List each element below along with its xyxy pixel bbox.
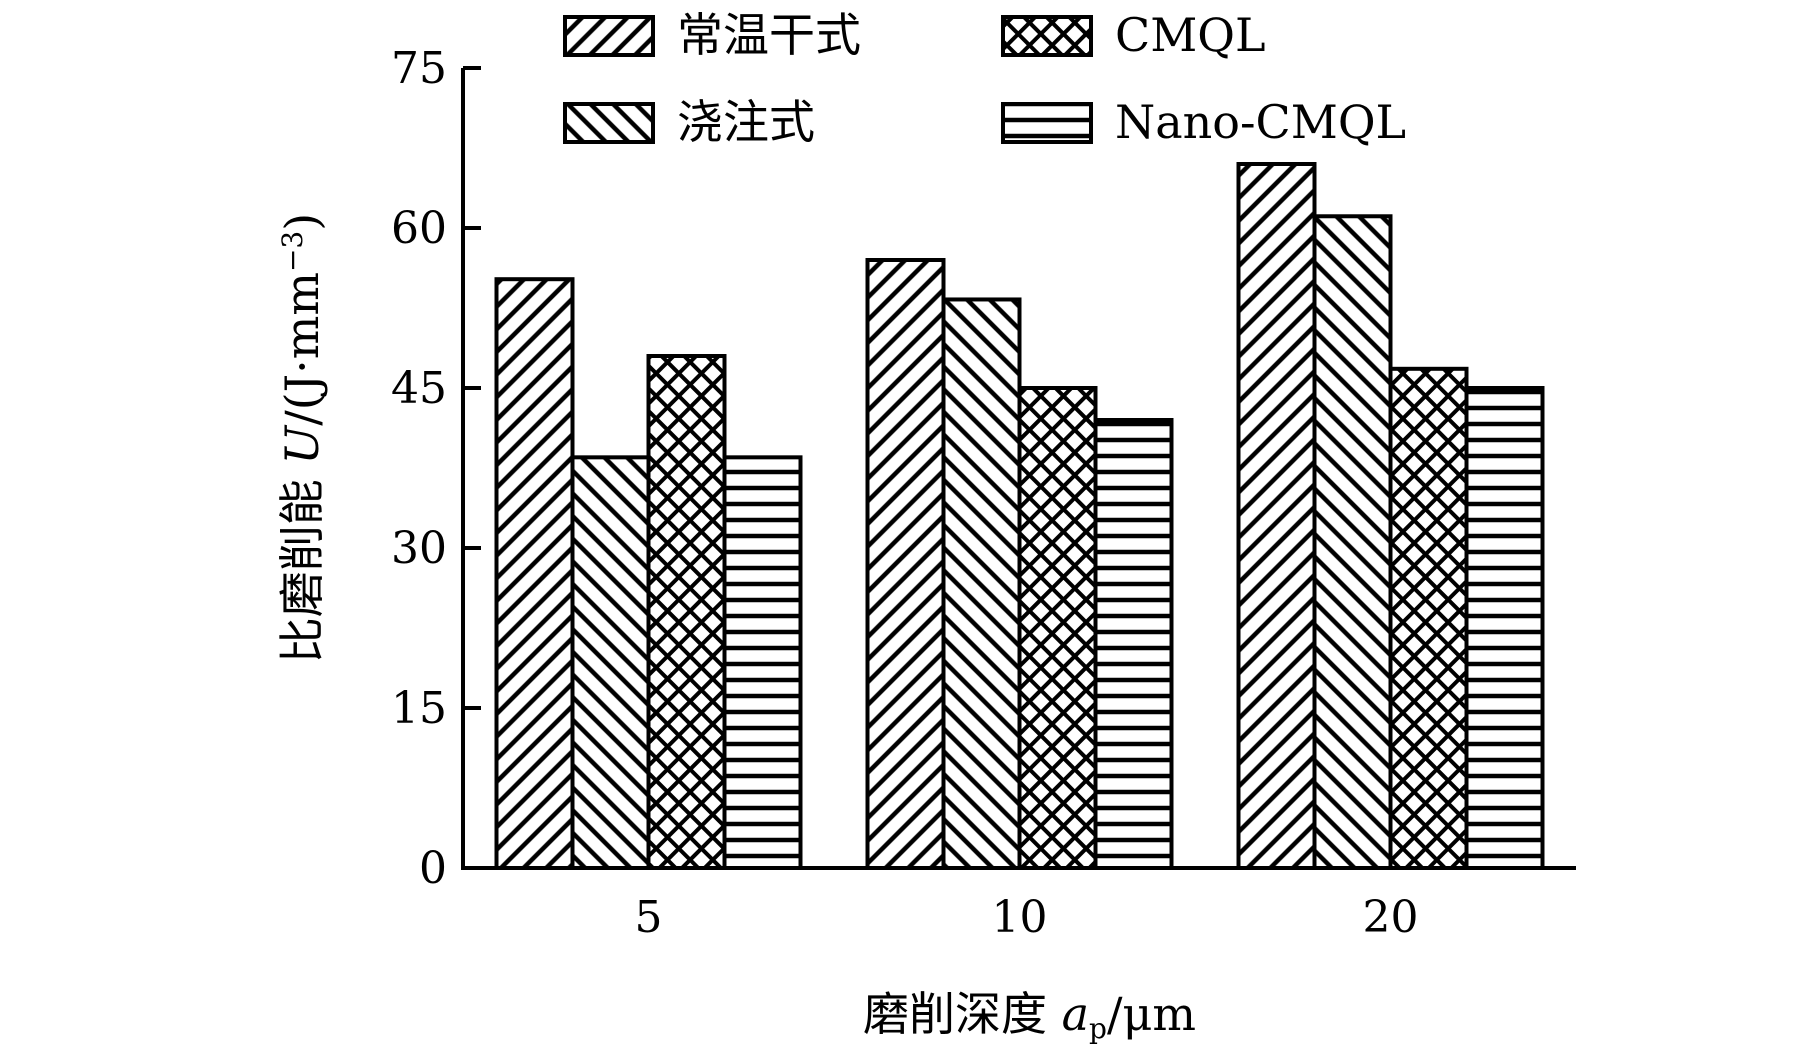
x-axis-title-var: a: [1062, 987, 1089, 1041]
bar-1-cat-5: [494, 277, 575, 870]
legend-label: 常温干式: [677, 8, 861, 62]
y-tick-label: 45: [391, 363, 447, 414]
y-axis-title-main: 比磨削能: [275, 465, 329, 664]
bar-4-cat-20: [1464, 386, 1545, 870]
y-tick-label: 15: [391, 683, 447, 734]
legend-label: Nano-CMQL: [1115, 95, 1406, 149]
x-axis-title: 磨削深度 ap/μm: [863, 987, 1196, 1045]
legend-label: 浇注式: [677, 95, 815, 149]
axes: 0 15 30 45 60 75 5 10 20: [391, 43, 1576, 943]
bar-1-cat-20: [1236, 162, 1317, 870]
x-tick-label: 5: [635, 892, 663, 943]
y-axis-title: 比磨削能 U/(J·mm−3): [275, 213, 329, 663]
x-tick-label: 10: [992, 892, 1048, 943]
bar-4-cat-5: [722, 455, 803, 870]
legend-swatch: [1001, 15, 1093, 57]
legend-swatch: [563, 102, 655, 144]
x-axis-title-main: 磨削深度: [863, 987, 1062, 1041]
bar-2-cat-5: [570, 455, 651, 870]
y-tick-label: 75: [391, 43, 447, 94]
y-tick-label: 0: [419, 843, 447, 894]
bars: [494, 162, 1545, 870]
bar-3-cat-20: [1388, 366, 1469, 870]
y-axis-title-exp: −3: [276, 231, 309, 272]
y-tick-label: 60: [391, 203, 447, 254]
x-tick-label: 20: [1363, 892, 1419, 943]
bar-2-cat-10: [941, 297, 1022, 870]
legend-label: CMQL: [1115, 8, 1266, 62]
x-axis-title-sub: p: [1089, 1012, 1107, 1045]
y-tick-label: 30: [391, 523, 447, 574]
bar-2-cat-20: [1312, 214, 1393, 870]
y-axis-title-unit: /(J·mm: [275, 272, 329, 426]
bar-3-cat-10: [1017, 386, 1098, 870]
bar-3-cat-5: [646, 354, 727, 870]
legend: 常温干式 CMQL 浇注式 Nano-CMQL: [563, 8, 1406, 149]
bar-4-cat-10: [1093, 418, 1174, 870]
y-axis-title-close: ): [275, 213, 329, 231]
y-axis-title-var: U: [275, 424, 329, 465]
bar-1-cat-10: [865, 258, 946, 870]
x-axis-title-unit: /μm: [1107, 987, 1196, 1041]
legend-swatch: [1001, 102, 1093, 144]
legend-swatch: [563, 15, 655, 57]
